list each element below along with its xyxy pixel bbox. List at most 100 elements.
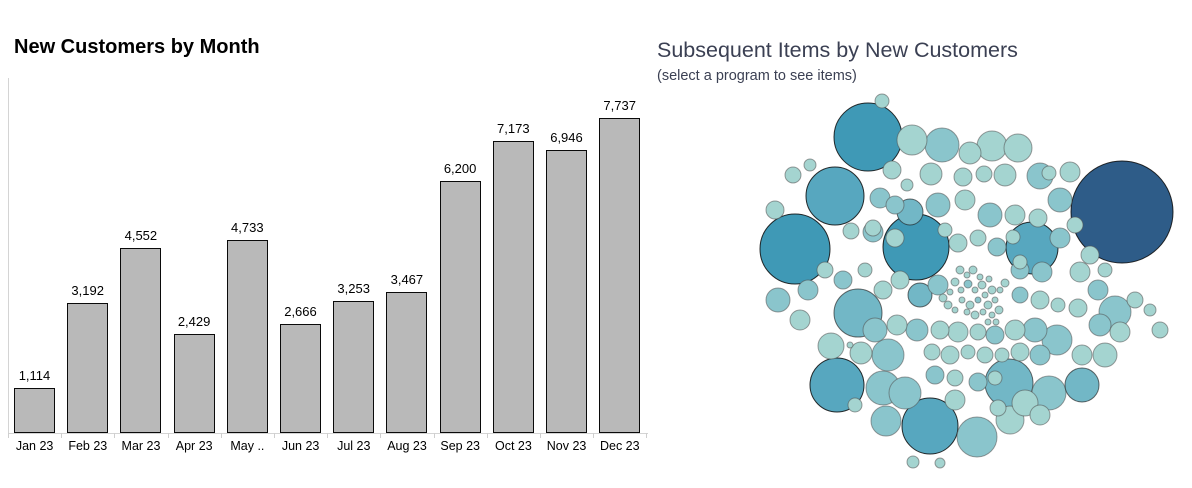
bubble[interactable] <box>981 291 989 299</box>
bubble[interactable] <box>985 275 993 283</box>
bubble[interactable] <box>925 192 951 218</box>
bubble[interactable] <box>940 345 960 365</box>
bubble[interactable] <box>960 344 976 360</box>
bubble[interactable] <box>888 376 922 410</box>
bubble[interactable] <box>896 124 928 156</box>
bubble[interactable] <box>873 280 893 300</box>
bar-jan23[interactable] <box>14 387 55 433</box>
bubble[interactable] <box>963 308 971 316</box>
bubble[interactable] <box>987 370 1003 386</box>
bubble[interactable] <box>784 166 802 184</box>
bubble[interactable] <box>950 277 960 287</box>
bubble[interactable] <box>1070 160 1174 264</box>
bubble[interactable] <box>1004 319 1026 341</box>
bubble[interactable] <box>857 262 873 278</box>
bubble[interactable] <box>985 325 1005 345</box>
bubble[interactable] <box>969 229 987 247</box>
bubble[interactable] <box>953 167 973 187</box>
bubble[interactable] <box>987 237 1007 257</box>
bubble[interactable] <box>956 416 998 458</box>
bubble[interactable] <box>937 222 953 238</box>
bubble[interactable] <box>846 341 854 349</box>
bubble[interactable] <box>1047 187 1073 213</box>
bubble[interactable] <box>934 457 946 469</box>
bubble[interactable] <box>886 314 908 336</box>
bubble[interactable] <box>992 318 1000 326</box>
bar-aug23[interactable] <box>386 291 428 433</box>
bubble[interactable] <box>1029 344 1051 366</box>
bubble[interactable] <box>994 305 1004 315</box>
bubble[interactable] <box>1031 261 1053 283</box>
bubble[interactable] <box>1109 321 1131 343</box>
bubble[interactable] <box>947 321 969 343</box>
bubble[interactable] <box>1041 165 1057 181</box>
bubble[interactable] <box>1022 317 1048 343</box>
bubble[interactable] <box>994 347 1010 363</box>
bubble[interactable] <box>970 310 980 320</box>
bubble[interactable] <box>991 296 999 304</box>
bar-may[interactable] <box>226 240 268 433</box>
bubble[interactable] <box>890 270 910 290</box>
bar-dec23[interactable] <box>599 118 641 433</box>
bubble[interactable] <box>968 372 988 392</box>
bar-sep23[interactable] <box>439 180 481 433</box>
bubble[interactable] <box>797 279 819 301</box>
bubble[interactable] <box>870 405 902 437</box>
bubble[interactable] <box>987 285 997 295</box>
bubble[interactable] <box>983 300 993 310</box>
bubble[interactable] <box>817 332 845 360</box>
bubble[interactable] <box>803 158 817 172</box>
bubble[interactable] <box>943 300 953 310</box>
bubble[interactable] <box>965 300 975 310</box>
bar-jul23[interactable] <box>333 300 375 433</box>
bubble[interactable] <box>864 219 882 237</box>
bubble[interactable] <box>1050 297 1066 313</box>
bubble[interactable] <box>1028 208 1048 228</box>
bubble[interactable] <box>1012 254 1028 270</box>
bubble[interactable] <box>971 286 979 294</box>
bubble[interactable] <box>849 341 873 365</box>
bubble[interactable] <box>847 397 863 413</box>
bubble[interactable] <box>976 273 984 281</box>
bubble[interactable] <box>901 397 959 455</box>
bubble[interactable] <box>765 287 791 313</box>
bubble[interactable] <box>963 271 971 279</box>
bubble[interactable] <box>993 163 1017 187</box>
bubble[interactable] <box>1143 303 1157 317</box>
bubble[interactable] <box>765 200 785 220</box>
bubble[interactable] <box>833 270 853 290</box>
bubble[interactable] <box>1069 261 1091 283</box>
bubble[interactable] <box>1030 290 1050 310</box>
bubble[interactable] <box>963 279 973 289</box>
bubble[interactable] <box>759 213 831 285</box>
bubble[interactable] <box>1003 133 1033 163</box>
bubble[interactable] <box>955 265 965 275</box>
bubble[interactable] <box>842 222 860 240</box>
bubble[interactable] <box>946 369 964 387</box>
bubble[interactable] <box>871 338 905 372</box>
bubble[interactable] <box>1068 298 1088 318</box>
bubble[interactable] <box>1000 278 1010 288</box>
bubble[interactable] <box>1011 286 1029 304</box>
bar-jun23[interactable] <box>280 324 321 433</box>
bubble[interactable] <box>957 286 965 294</box>
bubble[interactable] <box>984 318 992 326</box>
bubble[interactable] <box>944 389 966 411</box>
bar-mar23[interactable] <box>120 247 162 433</box>
bubble[interactable] <box>906 455 920 469</box>
bubble[interactable] <box>816 261 834 279</box>
bubble[interactable] <box>862 317 888 343</box>
bubble[interactable] <box>1088 313 1112 337</box>
bubble[interactable] <box>1151 321 1169 339</box>
bubble[interactable] <box>905 318 929 342</box>
bubble[interactable] <box>968 265 978 275</box>
bar-oct23[interactable] <box>492 140 534 433</box>
bubble[interactable] <box>923 343 941 361</box>
bubble[interactable] <box>874 93 890 109</box>
bubble[interactable] <box>1092 342 1118 368</box>
bubble[interactable] <box>977 280 987 290</box>
bubble[interactable] <box>885 228 905 248</box>
bubble[interactable] <box>900 178 914 192</box>
bubble[interactable] <box>1087 279 1109 301</box>
bubble[interactable] <box>1080 245 1100 265</box>
